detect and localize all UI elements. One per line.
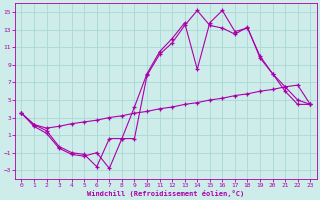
X-axis label: Windchill (Refroidissement éolien,°C): Windchill (Refroidissement éolien,°C) bbox=[87, 190, 244, 197]
